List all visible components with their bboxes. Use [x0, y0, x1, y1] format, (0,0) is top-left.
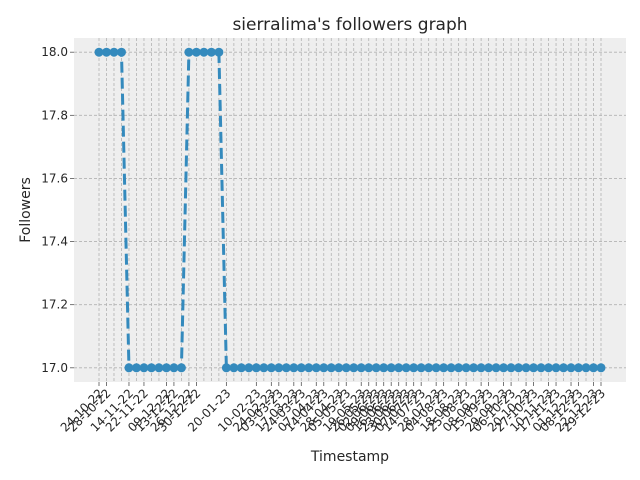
data-point: [349, 363, 359, 373]
data-point: [214, 47, 224, 57]
data-point: [139, 363, 149, 373]
data-point: [289, 363, 299, 373]
data-point: [356, 363, 366, 373]
x-tick-labels: 24-10-2228-10-2214-11-2222-11-2209-12-22…: [58, 382, 608, 435]
data-point: [131, 363, 141, 373]
x-axis-label: Timestamp: [310, 449, 389, 465]
data-point: [259, 363, 269, 373]
data-point: [379, 363, 389, 373]
data-point: [326, 363, 336, 373]
data-point: [94, 47, 104, 57]
data-point: [401, 363, 411, 373]
data-point: [146, 363, 156, 373]
data-point: [191, 47, 201, 57]
y-tick-label: 17.4: [41, 235, 68, 249]
data-point: [394, 363, 404, 373]
data-point: [461, 363, 471, 373]
data-point: [446, 363, 456, 373]
data-point: [116, 47, 126, 57]
data-point: [206, 47, 216, 57]
data-point: [199, 47, 209, 57]
data-point: [499, 363, 509, 373]
data-point: [154, 363, 164, 373]
data-point: [266, 363, 276, 373]
data-point: [514, 363, 524, 373]
data-point: [416, 363, 426, 373]
data-point: [184, 47, 194, 57]
data-point: [274, 363, 284, 373]
data-point: [409, 363, 419, 373]
data-point: [491, 363, 501, 373]
data-point: [559, 363, 569, 373]
data-point: [386, 363, 396, 373]
data-point: [454, 363, 464, 373]
data-point: [296, 363, 306, 373]
data-point: [581, 363, 591, 373]
data-point: [371, 363, 381, 373]
data-point: [566, 363, 576, 373]
data-point: [424, 363, 434, 373]
data-point: [439, 363, 449, 373]
data-point: [334, 363, 344, 373]
data-point: [551, 363, 561, 373]
data-point: [101, 47, 111, 57]
y-tick-label: 17.2: [41, 298, 68, 312]
data-point: [281, 363, 291, 373]
data-point: [476, 363, 486, 373]
data-point: [529, 363, 539, 373]
data-point: [236, 363, 246, 373]
y-tick-label: 17.8: [41, 108, 68, 122]
data-point: [589, 363, 599, 373]
data-point: [364, 363, 374, 373]
data-point: [341, 363, 351, 373]
data-point: [229, 363, 239, 373]
data-point: [431, 363, 441, 373]
data-point: [506, 363, 516, 373]
data-point: [304, 363, 314, 373]
data-point: [484, 363, 494, 373]
data-point: [469, 363, 479, 373]
data-point: [574, 363, 584, 373]
y-tick-label: 17.6: [41, 171, 68, 185]
data-point: [221, 363, 231, 373]
data-point: [544, 363, 554, 373]
data-point: [521, 363, 531, 373]
y-tick-label: 17.0: [41, 361, 68, 375]
data-point: [311, 363, 321, 373]
data-point: [319, 363, 329, 373]
plot-background: [74, 38, 626, 382]
data-point: [536, 363, 546, 373]
data-point: [169, 363, 179, 373]
data-point: [176, 363, 186, 373]
data-point: [161, 363, 171, 373]
y-tick-label: 18.0: [41, 45, 68, 59]
data-point: [251, 363, 261, 373]
chart-title: sierralima's followers graph: [232, 15, 467, 35]
data-point: [596, 363, 606, 373]
data-point: [244, 363, 254, 373]
data-point: [124, 363, 134, 373]
followers-series-markers: [94, 47, 606, 373]
y-tick-labels: 17.0 17.2 17.4 17.6 17.8 18.0: [41, 45, 74, 375]
x-gridlines: [98, 38, 602, 382]
y-axis-label: Followers: [18, 177, 34, 243]
data-point: [109, 47, 119, 57]
